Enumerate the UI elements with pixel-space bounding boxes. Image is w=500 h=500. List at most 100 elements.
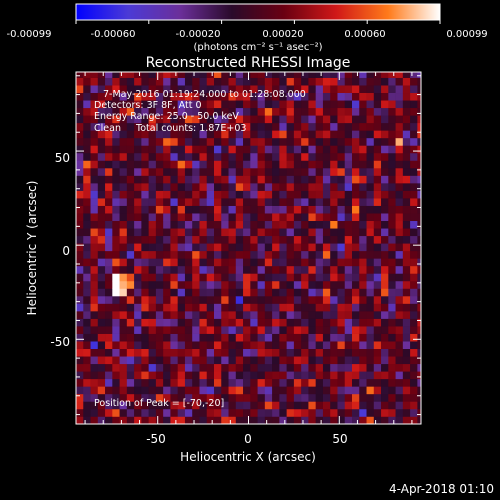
heatmap-cell [272,190,280,199]
heatmap-cell [330,85,338,94]
heatmap-cell [235,85,244,94]
heatmap-cell [417,303,421,312]
heatmap-cell [322,378,331,387]
heatmap-cell [359,296,367,304]
heatmap-cell [330,137,338,146]
heatmap-cell [155,401,164,410]
heatmap-cell [192,228,200,237]
heatmap-cell [359,311,367,319]
heatmap-cell [148,107,157,116]
heatmap-cell [105,265,113,274]
heatmap-cell [184,235,193,244]
heatmap-cell [373,356,382,365]
heatmap-cell [344,371,353,380]
heatmap-cell [243,250,251,259]
heatmap-cell [83,280,91,289]
heatmap-cell [279,183,287,191]
heatmap-cell [264,235,273,244]
heatmap-cell [322,318,331,327]
heatmap-cell [250,288,258,297]
heatmap-cell [257,228,266,237]
heatmap-cell [286,228,295,237]
heatmap-cell [112,183,120,191]
heatmap-cell [301,72,309,78]
heatmap-cell [184,122,193,131]
heatmap-cell [126,273,135,282]
heatmap-cell [308,318,316,327]
heatmap-cell [286,296,295,304]
heatmap-cell [344,348,353,357]
heatmap-cell [221,280,229,289]
heatmap-cell [228,183,237,191]
heatmap-cell [388,265,396,274]
heatmap-cell [228,288,237,297]
heatmap-cell [105,341,113,350]
heatmap-cell [76,175,84,184]
heatmap-cell [395,152,404,161]
heatmap-cell [235,115,244,124]
heatmap-cell [264,168,273,176]
heatmap-cell [163,92,171,101]
heatmap-cell [264,333,273,342]
heatmap-cell [417,220,421,229]
heatmap-cell [105,175,113,184]
heatmap-cell [155,115,164,124]
heatmap-cell [105,363,113,372]
heatmap-cell [228,198,237,206]
heatmap-cell [141,213,149,222]
heatmap-cell [293,303,302,312]
heatmap-cell [134,341,142,350]
heatmap-cell [235,137,244,146]
heatmap-cell [199,386,208,395]
heatmap-cell [141,273,149,282]
heatmap-cell [417,190,421,199]
heatmap-cell [264,220,273,229]
heatmap-cell [112,213,120,222]
heatmap-cell [206,145,215,154]
heatmap-cell [308,130,316,139]
heatmap-cell [83,235,91,244]
heatmap-cell [148,243,157,252]
heatmap-cell [155,296,164,304]
heatmap-cell [119,92,128,101]
heatmap-cell [148,205,157,214]
heatmap-cell [264,273,273,282]
heatmap-cell [76,152,84,161]
heatmap-cell [214,326,222,334]
heatmap-cell [250,190,258,199]
heatmap-cell [272,311,280,319]
heatmap-cell [192,386,200,395]
heatmap-cell [417,77,421,86]
heatmap-cell [112,333,120,342]
heatmap-cell [402,168,411,176]
x-axis-label: Heliocentric X (arcsec) [180,450,316,464]
heatmap-cell [264,228,273,237]
heatmap-cell [243,115,251,124]
heatmap-cell [301,205,309,214]
heatmap-cell [199,243,208,252]
heatmap-cell [105,235,113,244]
heatmap-cell [177,303,186,312]
heatmap-cell [228,393,237,402]
heatmap-cell [97,250,106,259]
heatmap-cell [301,77,309,86]
heatmap-cell [257,168,266,176]
heatmap-cell [155,228,164,237]
heatmap-cell [83,228,91,237]
heatmap-cell [112,341,120,350]
heatmap-cell [126,168,135,176]
heatmap-cell [381,288,389,297]
heatmap-cell [264,243,273,252]
heatmap-cell [257,235,266,244]
heatmap-cell [395,296,404,304]
heatmap-cell [206,160,215,169]
heatmap-cell [119,243,128,252]
heatmap-cell [97,122,106,131]
heatmap-cell [373,228,382,237]
heatmap-cell [279,152,287,161]
heatmap-cell [373,235,382,244]
heatmap-cell [221,85,229,94]
heatmap-cell [250,378,258,387]
heatmap-cell [243,220,251,229]
heatmap-cell [257,198,266,206]
